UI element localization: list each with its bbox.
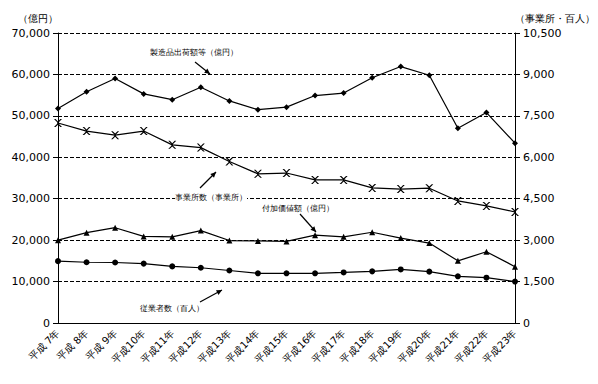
svg-text:10,500: 10,500 bbox=[523, 27, 562, 40]
svg-text:平成17年: 平成17年 bbox=[309, 327, 348, 366]
svg-text:70,000: 70,000 bbox=[12, 27, 51, 40]
svg-text:平成22年: 平成22年 bbox=[452, 327, 491, 366]
svg-text:6,000: 6,000 bbox=[523, 151, 555, 164]
svg-text:平成16年: 平成16年 bbox=[281, 327, 319, 366]
svg-text:平成18年: 平成18年 bbox=[338, 327, 377, 366]
svg-text:3,000: 3,000 bbox=[523, 234, 555, 247]
svg-text:40,000: 40,000 bbox=[12, 151, 51, 164]
svg-text:平成23年: 平成23年 bbox=[481, 327, 519, 365]
svg-text:7,500: 7,500 bbox=[523, 109, 555, 122]
svg-text:付加価値額（億円）: 付加価値額（億円） bbox=[262, 204, 334, 213]
svg-text:0: 0 bbox=[523, 317, 530, 330]
svg-text:0: 0 bbox=[43, 317, 50, 330]
svg-text:（事業所・百人）: （事業所・百人） bbox=[515, 13, 595, 24]
svg-text:平成12年: 平成12年 bbox=[166, 327, 205, 366]
svg-text:10,000: 10,000 bbox=[12, 275, 51, 288]
svg-text:平成15年: 平成15年 bbox=[252, 327, 291, 366]
svg-text:平成21年: 平成21年 bbox=[423, 327, 462, 366]
svg-text:平成 7年: 平成 7年 bbox=[26, 327, 62, 363]
svg-text:50,000: 50,000 bbox=[12, 109, 51, 122]
svg-text:平成 9年: 平成 9年 bbox=[83, 327, 119, 363]
svg-text:事業所数（事業所）: 事業所数（事業所） bbox=[175, 193, 247, 202]
svg-text:平成14年: 平成14年 bbox=[223, 327, 262, 366]
svg-text:平成20年: 平成20年 bbox=[395, 327, 434, 366]
svg-text:9,000: 9,000 bbox=[523, 68, 555, 81]
svg-text:製造品出荷額等（億円）: 製造品出荷額等（億円） bbox=[150, 48, 238, 57]
svg-text:30,000: 30,000 bbox=[12, 192, 51, 205]
svg-text:平成 8年: 平成 8年 bbox=[54, 327, 91, 363]
svg-text:平成10年: 平成10年 bbox=[109, 327, 148, 366]
svg-text:平成19年: 平成19年 bbox=[366, 327, 405, 366]
svg-text:平成11年: 平成11年 bbox=[138, 327, 177, 366]
svg-text:従業者数（百人）: 従業者数（百人） bbox=[140, 304, 204, 313]
svg-text:（億円）: （億円） bbox=[18, 13, 58, 24]
svg-text:1,500: 1,500 bbox=[523, 275, 555, 288]
svg-text:4,500: 4,500 bbox=[523, 192, 555, 205]
svg-text:20,000: 20,000 bbox=[12, 234, 51, 247]
svg-text:60,000: 60,000 bbox=[12, 68, 51, 81]
svg-text:平成13年: 平成13年 bbox=[195, 327, 234, 366]
